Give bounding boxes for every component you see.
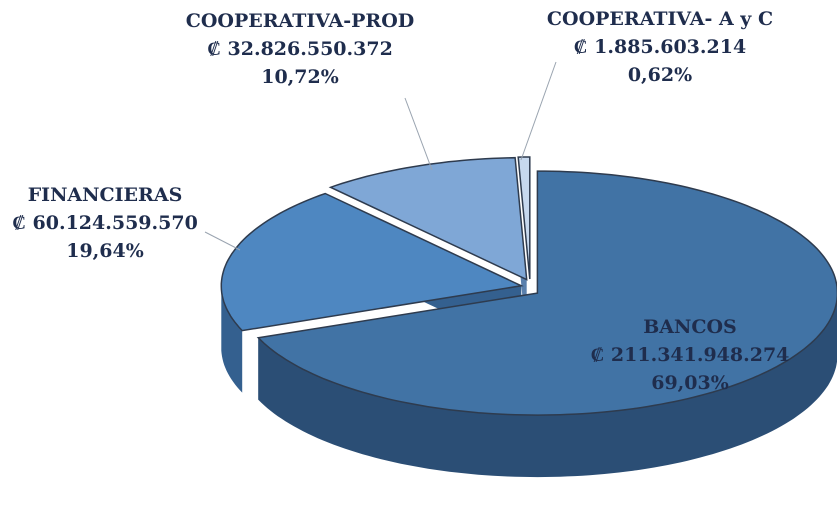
percent-label: 19,64% <box>66 240 144 262</box>
slice <box>328 156 528 281</box>
slice <box>256 170 837 416</box>
leader-line <box>520 61 557 161</box>
percent-label: 10,72% <box>261 66 339 88</box>
labels: BANCOS ₡ 211.341.948.274 69,03% FINANCIERAS… <box>12 8 789 394</box>
slice <box>517 156 531 280</box>
slice-side <box>221 285 243 393</box>
category-label: COOPERATIVA- A y C <box>547 8 773 30</box>
leader-line <box>404 97 433 171</box>
category-label: BANCOS <box>643 316 737 338</box>
amount-label: ₡ 1.885.603.214 <box>574 36 746 58</box>
slice-side <box>258 299 837 478</box>
slice <box>220 192 524 332</box>
category-label: FINANCIERAS <box>28 184 183 206</box>
percent-label: 69,03% <box>651 372 729 394</box>
pie <box>220 156 837 478</box>
percent-label: 0,62% <box>628 64 692 86</box>
amount-label: ₡ 32.826.550.372 <box>207 38 393 60</box>
amount-label: ₡ 60.124.559.570 <box>12 212 198 234</box>
amount-label: ₡ 211.341.948.274 <box>591 344 790 366</box>
category-label: COOPERATIVA-PROD <box>186 10 415 32</box>
leader-line <box>204 231 241 251</box>
